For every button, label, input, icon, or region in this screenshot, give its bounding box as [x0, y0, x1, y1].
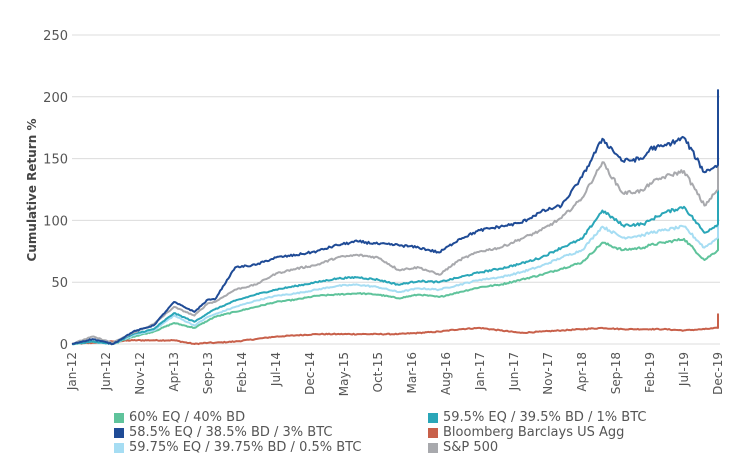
- legend-item: S&P 500: [428, 440, 498, 455]
- x-tick-label: Dec-14: [303, 352, 317, 395]
- y-tick-label: 100: [43, 214, 68, 229]
- y-tick-label: 50: [51, 276, 68, 291]
- y-tick-label: 0: [60, 338, 68, 353]
- legend-label: 59.75% EQ / 39.75% BD / 0.5% BTC: [129, 440, 362, 455]
- x-tick-label: Jan-17: [473, 352, 487, 391]
- x-axis-ticks: Jan-12 Jun-12 Nov-12 Apr-13 Sep-13 Feb-14 Jul-…: [65, 352, 725, 396]
- y-tick-label: 250: [43, 29, 68, 44]
- x-tick-label: Jun-12: [99, 352, 113, 391]
- series-lines: [71, 89, 719, 346]
- legend: 60% EQ / 40% BD 59.5% EQ / 39.5% BD / 1%…: [114, 410, 734, 466]
- legend-swatch: [114, 412, 124, 423]
- y-axis-label: Cumulative Return %: [25, 119, 39, 262]
- series-line-1: [71, 173, 719, 346]
- legend-item: 60% EQ / 40% BD: [114, 410, 245, 425]
- y-tick-label: 200: [43, 91, 68, 106]
- series-line-4: [71, 189, 719, 346]
- legend-label: 60% EQ / 40% BD: [129, 410, 246, 425]
- series-line-2: [71, 89, 719, 346]
- legend-swatch: [428, 427, 438, 438]
- legend-item: Bloomberg Barclays US Agg: [428, 425, 624, 440]
- x-tick-label: Apr-13: [167, 352, 181, 392]
- x-tick-label: Jul-19: [677, 352, 691, 387]
- y-axis-ticks: 0 50 100 150 200 250: [43, 29, 68, 353]
- x-tick-label: Sep-18: [609, 352, 623, 394]
- x-tick-label: Aug-16: [439, 352, 453, 395]
- x-tick-label: Jul-14: [269, 352, 283, 387]
- gridlines: [72, 34, 720, 345]
- series-line-0: [71, 208, 719, 346]
- x-tick-label: Feb-14: [235, 352, 249, 393]
- legend-item: 58.5% EQ / 38.5% BD / 3% BTC: [114, 425, 332, 440]
- legend-item: 59.5% EQ / 39.5% BD / 1% BTC: [428, 410, 646, 425]
- x-tick-label: Jun-17: [507, 352, 521, 391]
- legend-swatch: [114, 427, 124, 438]
- legend-label: 58.5% EQ / 38.5% BD / 3% BTC: [129, 425, 333, 440]
- x-tick-label: Nov-12: [133, 352, 147, 395]
- legend-swatch: [428, 442, 438, 453]
- x-tick-label: Mar-16: [405, 352, 419, 393]
- legend-label: Bloomberg Barclays US Agg: [443, 425, 625, 440]
- x-tick-label: Oct-15: [371, 352, 385, 392]
- line-chart: 0 50 100 150 200 250 Cumulative Return % Jan-…: [25, 29, 725, 396]
- legend-label: 59.5% EQ / 39.5% BD / 1% BTC: [443, 410, 647, 425]
- legend-swatch: [114, 442, 124, 453]
- x-tick-label: Dec-19: [711, 352, 725, 395]
- x-tick-label: Sep-13: [201, 352, 215, 394]
- x-tick-label: Feb-19: [643, 352, 657, 393]
- legend-swatch: [428, 412, 438, 423]
- legend-item: 59.75% EQ / 39.75% BD / 0.5% BTC: [114, 440, 361, 455]
- series-line-5: [71, 106, 719, 345]
- x-tick-label: Apr-18: [575, 352, 589, 392]
- x-tick-label: Nov-17: [541, 352, 555, 395]
- x-tick-label: May-15: [337, 352, 351, 396]
- series-line-3: [71, 313, 719, 346]
- y-tick-label: 150: [43, 153, 68, 168]
- x-tick-label: Jan-12: [65, 352, 79, 391]
- legend-label: S&P 500: [443, 440, 499, 455]
